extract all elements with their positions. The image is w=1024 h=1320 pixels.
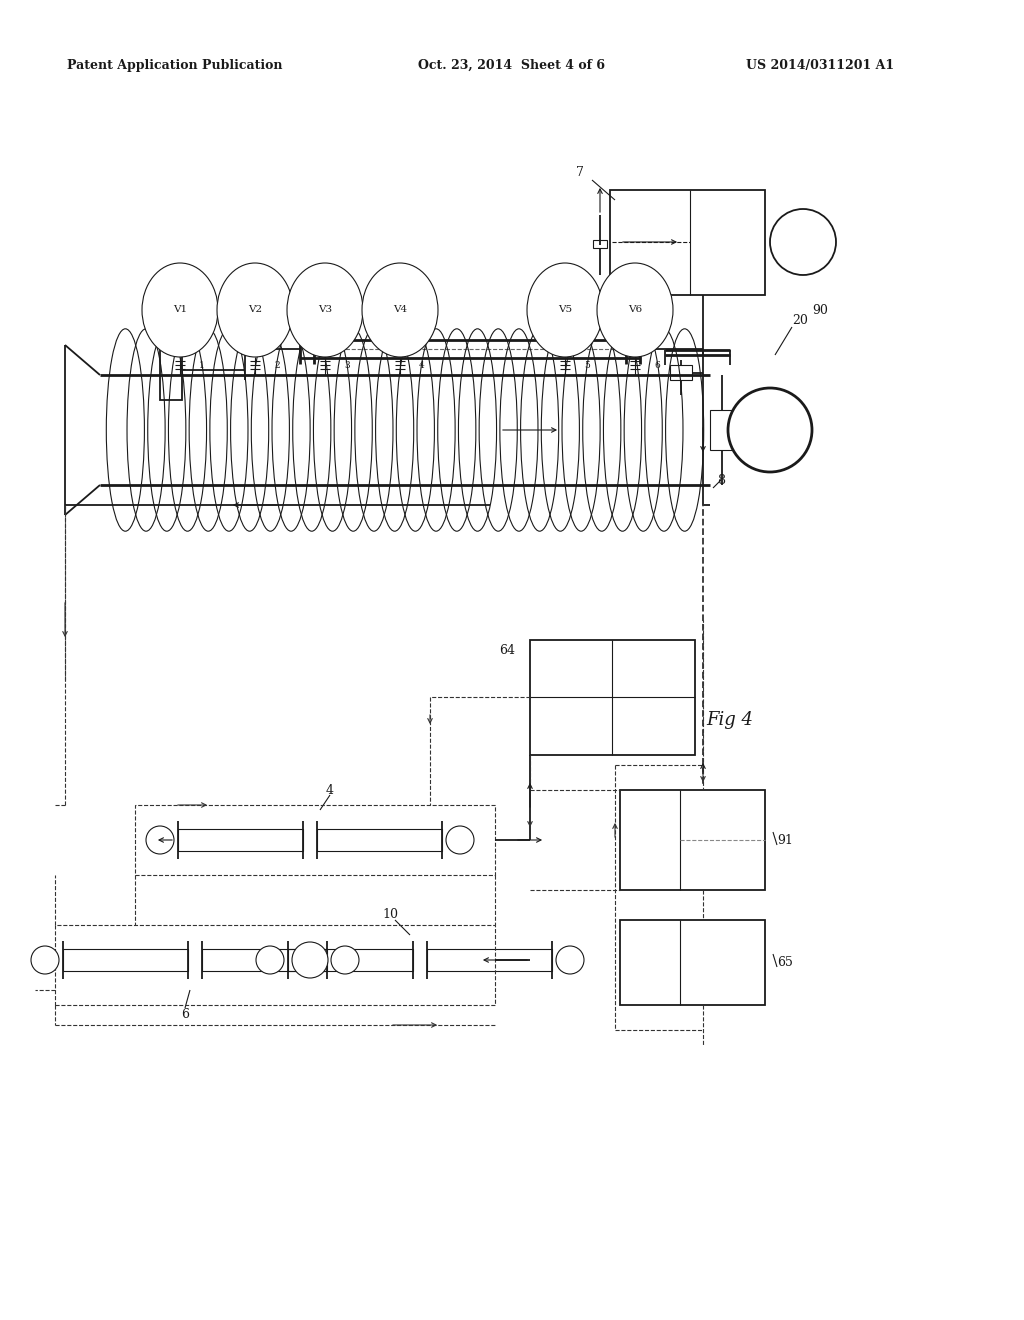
Text: 1: 1 [199,360,205,370]
Text: 91: 91 [777,833,793,846]
Text: 65: 65 [777,956,793,969]
Text: Patent Application Publication: Patent Application Publication [68,58,283,71]
Text: 7: 7 [577,165,584,178]
Bar [427,949,552,972]
Text: US 2014/0311201 A1: US 2014/0311201 A1 [745,58,894,71]
Bar [610,190,765,294]
Text: 6: 6 [654,360,659,370]
Text: V4: V4 [393,305,408,314]
Text: V5: V5 [558,305,572,314]
Text: 20: 20 [792,314,808,326]
Ellipse shape [597,263,673,356]
Circle shape [331,946,359,974]
Text: 4: 4 [419,360,425,370]
Bar [620,789,765,890]
Ellipse shape [287,263,362,356]
Circle shape [728,388,812,473]
Text: 8: 8 [717,474,725,487]
Bar [135,805,495,875]
Circle shape [446,826,474,854]
Text: 6: 6 [181,1008,189,1022]
Circle shape [31,946,59,974]
Text: 90: 90 [812,304,828,317]
Circle shape [292,942,328,978]
Text: Fig 4: Fig 4 [707,711,754,729]
Bar [620,920,765,1005]
Bar [160,319,182,400]
Text: 5: 5 [584,360,590,370]
Bar [202,949,327,972]
Text: 4: 4 [326,784,334,796]
Bar [178,829,303,851]
Bar [63,949,188,972]
Circle shape [146,826,174,854]
Bar [593,240,607,248]
Ellipse shape [362,263,438,356]
Text: 10: 10 [382,908,398,921]
Text: 3: 3 [344,360,350,370]
Bar [670,366,692,380]
Circle shape [770,209,836,275]
Bar [288,949,413,972]
Bar [530,640,695,755]
Circle shape [556,946,584,974]
Ellipse shape [527,263,603,356]
Text: 2: 2 [274,360,280,370]
Text: V2: V2 [248,305,262,314]
Bar [55,925,495,1005]
Bar [317,829,442,851]
Bar [710,411,735,450]
Text: V1: V1 [173,305,187,314]
Text: Oct. 23, 2014  Sheet 4 of 6: Oct. 23, 2014 Sheet 4 of 6 [419,58,605,71]
Text: V3: V3 [317,305,332,314]
Ellipse shape [217,263,293,356]
Text: 64: 64 [499,644,515,656]
Ellipse shape [142,263,218,356]
Text: V6: V6 [628,305,642,314]
Circle shape [256,946,284,974]
